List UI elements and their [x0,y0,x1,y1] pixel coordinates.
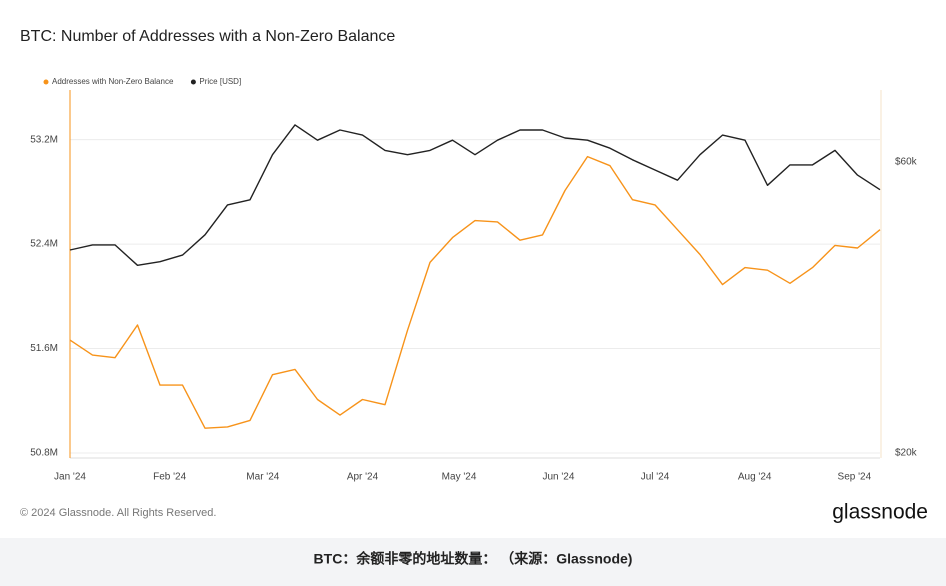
y-tick-label: 53.2M [30,134,58,145]
x-tick-label: Jul '24 [641,472,670,483]
x-tick-label: Aug '24 [738,472,772,483]
legend-marker [43,79,49,85]
x-tick-label: Sep '24 [838,472,872,483]
legend-marker [190,79,196,85]
series-line [69,155,881,429]
x-tick-label: May '24 [442,472,477,483]
caption: BTC：余额非零的地址数量： （来源：Glassnode) [314,551,633,567]
x-tick-label: Jun '24 [543,472,575,483]
logo: glassnode [832,501,928,524]
y-tick-label: 50.8M [30,448,58,459]
x-tick-label: Jan '24 [54,472,86,483]
y-tick-label: 51.6M [30,343,58,354]
copyright: © 2024 Glassnode. All Rights Reserved. [20,507,216,519]
x-tick-label: Feb '24 [153,472,186,483]
legend-label: Price [USD] [199,77,241,86]
chart-title: BTC: Number of Addresses with a Non-Zero… [20,28,395,45]
x-tick-label: Mar '24 [246,472,279,483]
card [0,0,946,538]
series-line [69,124,881,266]
legend-label: Addresses with Non-Zero Balance [52,77,174,86]
y2-tick-label: $60k [895,157,918,168]
y2-tick-label: $20k [895,448,918,459]
x-tick-label: Apr '24 [347,472,379,483]
y-tick-label: 52.4M [30,239,58,250]
